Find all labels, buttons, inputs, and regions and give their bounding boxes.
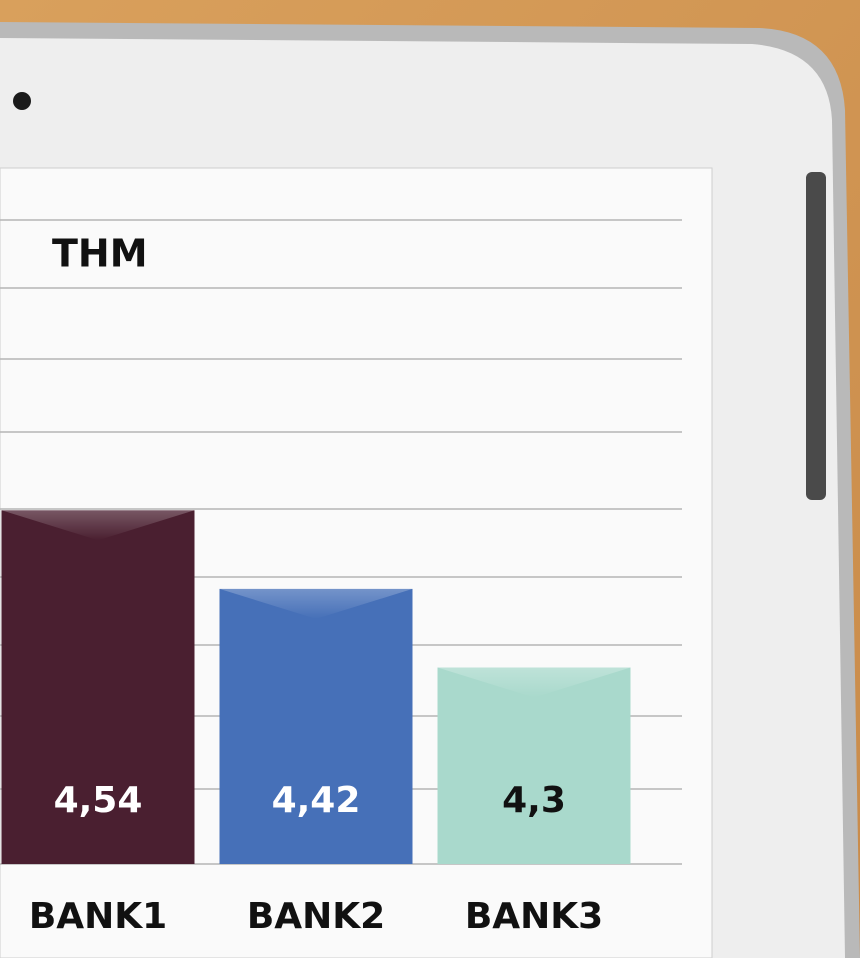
x-tick-label: BANK3 — [465, 896, 603, 937]
value-label: 4,42 — [272, 780, 361, 821]
x-tick-label: BANK1 — [29, 896, 167, 937]
camera — [13, 92, 31, 110]
bar — [220, 589, 413, 864]
chart-title: THM — [52, 232, 148, 276]
value-label: 4,54 — [54, 780, 143, 821]
side-button — [806, 172, 826, 500]
page: THM 4,54BANK14,42BANK24,3BANK3 (() => { … — [0, 0, 860, 958]
value-label: 4,3 — [502, 780, 566, 821]
chart: THM 4,54 BANK1 4,42 BANK2 4,3 BANK3 — [0, 0, 860, 958]
x-tick-label: BANK2 — [247, 896, 385, 937]
